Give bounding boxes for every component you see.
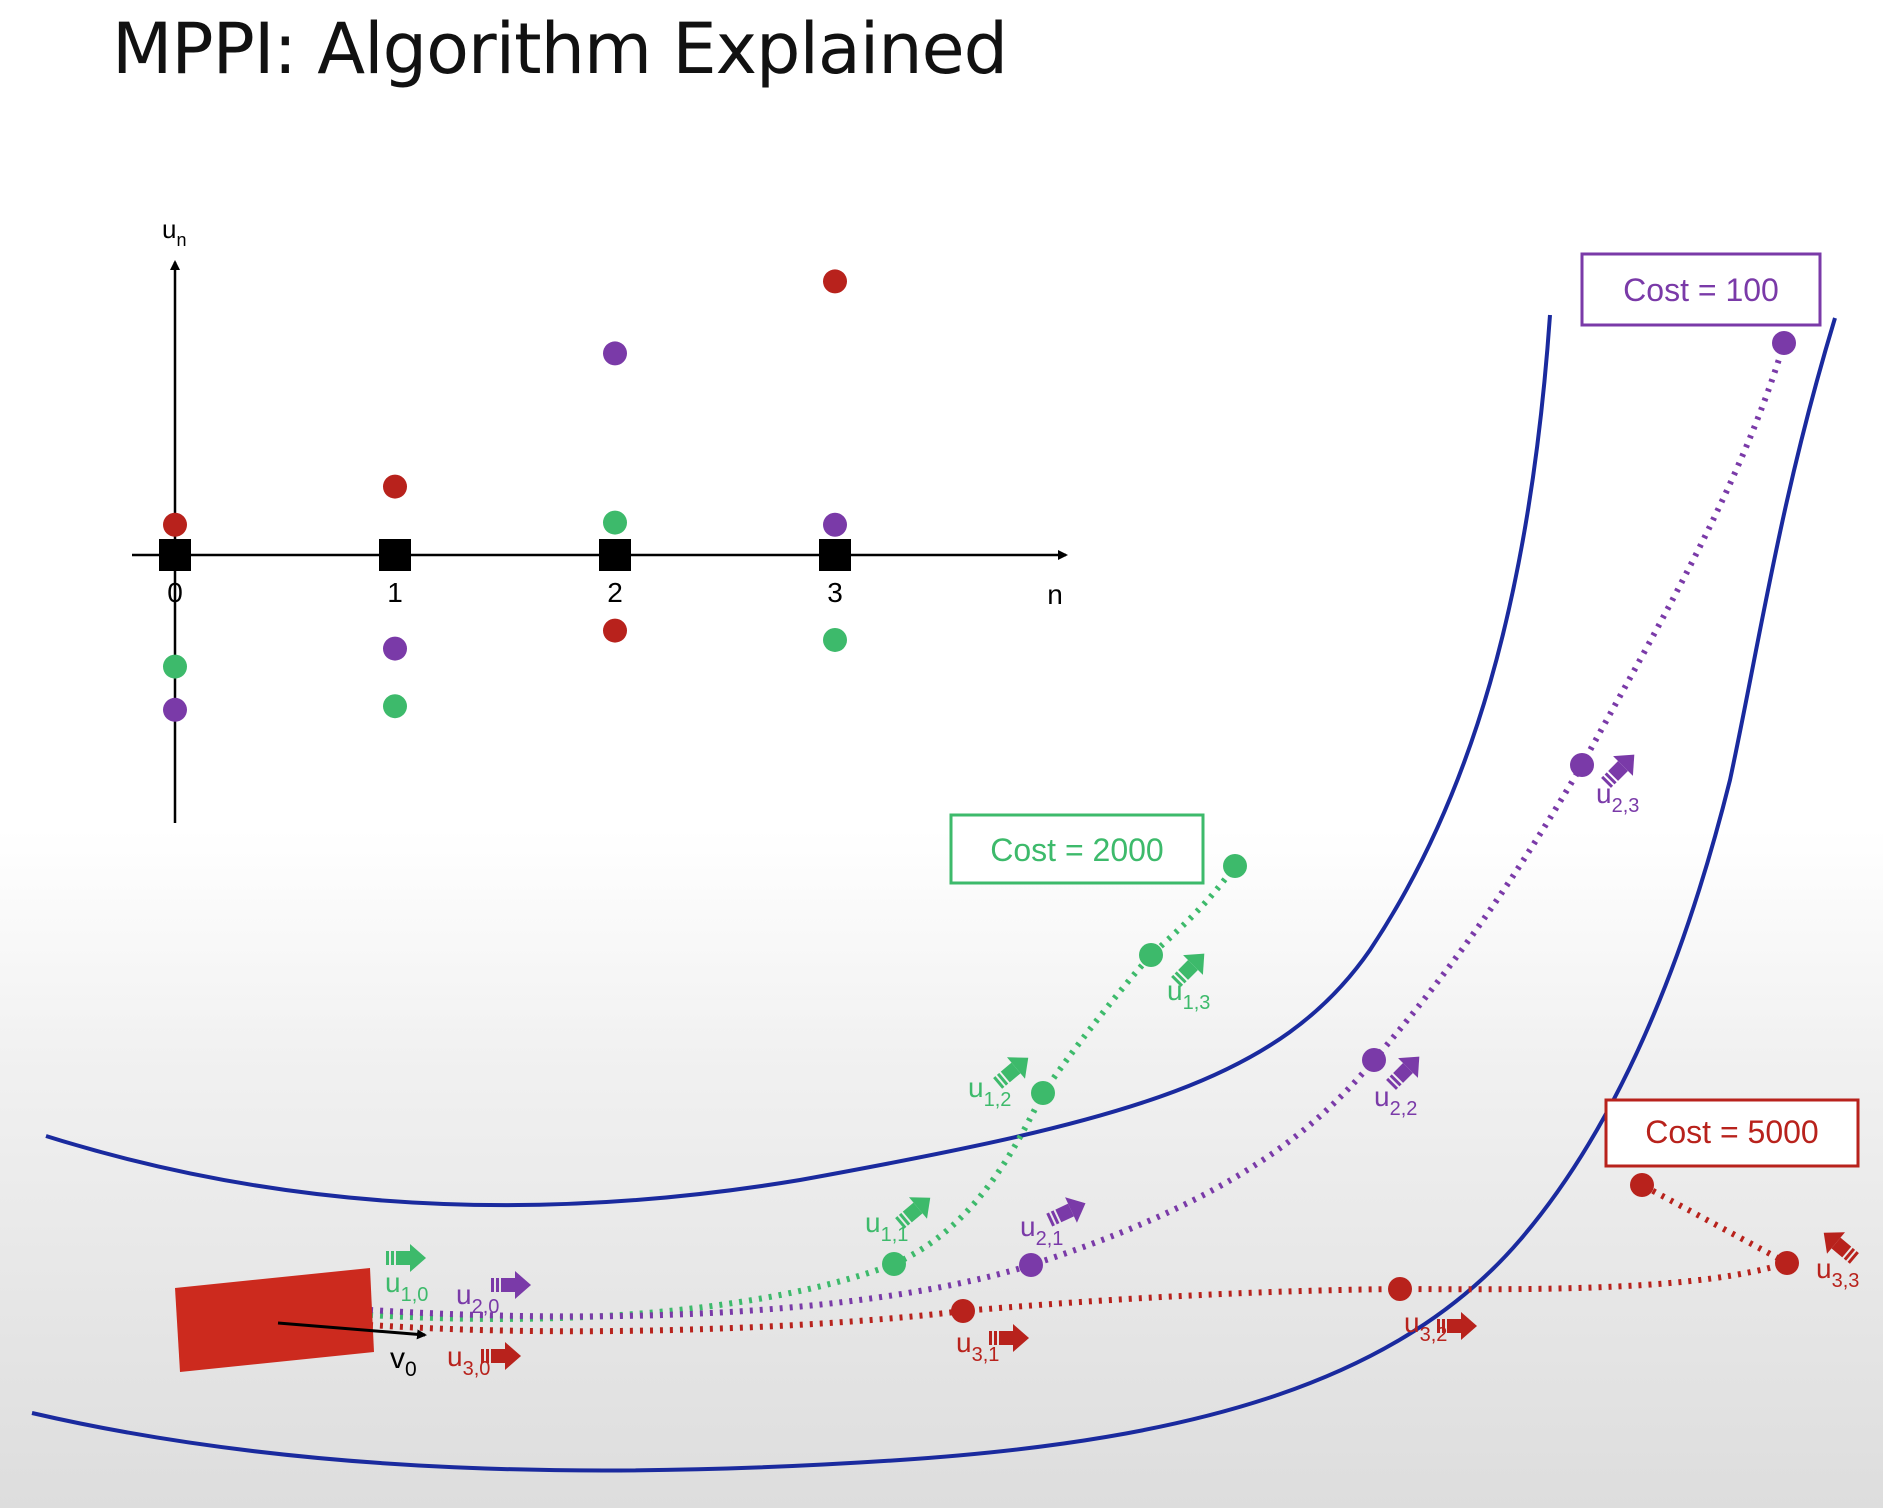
plot-tick-marker <box>599 539 631 571</box>
waypoint-1-2 <box>1031 1081 1055 1105</box>
waypoint-1-4 <box>1223 854 1247 878</box>
velocity-label: v0 <box>390 1342 417 1381</box>
cost-box-trajectory-1: Cost = 2000 <box>949 813 1205 885</box>
control-arrow <box>895 1197 931 1229</box>
waypoint-3-1 <box>951 1299 975 1323</box>
control-arrow <box>1437 1312 1477 1340</box>
control-input-2-3: u2,3 <box>1596 754 1639 817</box>
control-label: u2,3 <box>1596 778 1639 817</box>
cost-box-trajectory-3: Cost = 5000 <box>1604 1098 1860 1168</box>
control-input-3-1: u3,1 <box>956 1324 1029 1366</box>
plot-ticks: 0 1 2 3 <box>159 539 851 608</box>
control-arrow <box>989 1324 1029 1352</box>
control-label: u2,2 <box>1374 1081 1417 1120</box>
control-input-2-0: u2,0 <box>456 1271 531 1318</box>
plot-sample-point <box>603 510 627 535</box>
waypoint-3-3 <box>1775 1251 1799 1275</box>
plot-samples <box>163 269 847 722</box>
control-arrow <box>1046 1197 1086 1227</box>
control-label: u1,3 <box>1167 975 1210 1014</box>
plot-sample-point <box>383 636 407 661</box>
plot-sample-point <box>823 269 847 294</box>
waypoint-3-2 <box>1388 1277 1412 1301</box>
control-label: u2,1 <box>1020 1211 1063 1250</box>
waypoints <box>882 331 1799 1323</box>
plot-y-axis-label: un <box>162 214 186 250</box>
trajectories <box>369 342 1795 1335</box>
plot-tick-label: 1 <box>387 577 403 608</box>
cost-box-frame <box>949 813 1205 885</box>
plot-sample-point <box>163 697 187 722</box>
control-label: u3,1 <box>956 1327 999 1366</box>
trajectory-1-path <box>369 864 1238 1322</box>
trajectory-2-path <box>369 342 1787 1320</box>
plot-sample-point <box>383 694 407 719</box>
plot-sample-point <box>163 654 187 679</box>
waypoint-2-2 <box>1362 1048 1386 1072</box>
waypoint-1-3 <box>1139 943 1163 967</box>
control-label: u1,2 <box>968 1072 1011 1111</box>
plot-tick-label: 0 <box>167 577 183 608</box>
control-arrow <box>386 1244 426 1272</box>
trajectory-3-path <box>369 1182 1795 1335</box>
control-input-1-0: u1,0 <box>385 1244 428 1306</box>
waypoint-2-3 <box>1570 753 1594 777</box>
control-inputs: u1,0 u1,1 u1,2 u1,3 u2,0 u2,1 u2,2 u2,3 u3,0 u3,1… <box>385 754 1859 1380</box>
plot-tick-marker <box>819 539 851 571</box>
plot-tick-marker <box>379 539 411 571</box>
slide-title: MPPI: Algorithm Explained <box>112 8 1008 90</box>
cost-label: Cost = 5000 <box>1645 1114 1818 1150</box>
control-input-1-1: u1,1 <box>865 1197 931 1246</box>
plot-sample-point <box>603 618 627 643</box>
control-arrow <box>993 1057 1029 1089</box>
road-outer-edge <box>31 317 1837 1473</box>
plot-sample-point <box>603 341 627 366</box>
plot-x-axis-label: n <box>1047 579 1063 610</box>
plot-tick-label: 3 <box>827 577 843 608</box>
control-input-3-0: u3,0 <box>447 1341 521 1380</box>
cost-box-frame <box>1580 252 1822 327</box>
plot-tick-label: 2 <box>607 577 623 608</box>
cost-label: Cost = 100 <box>1623 272 1779 308</box>
control-label: u1,1 <box>865 1207 908 1246</box>
plot-tick-marker <box>159 539 191 571</box>
waypoint-2-4 <box>1772 331 1796 355</box>
control-input-2-1: u2,1 <box>1020 1197 1086 1250</box>
control-input-1-3: u1,3 <box>1167 953 1210 1014</box>
control-input-1-2: u1,2 <box>968 1057 1029 1111</box>
control-arrow <box>1823 1232 1859 1264</box>
waypoint-1-1 <box>882 1252 906 1276</box>
velocity-arrow <box>277 1321 427 1340</box>
control-label: u3,2 <box>1404 1307 1447 1346</box>
waypoint-3-4 <box>1630 1173 1654 1197</box>
plot-sample-point <box>823 627 847 652</box>
waypoint-2-1 <box>1019 1253 1043 1277</box>
plot-sample-point <box>823 512 847 537</box>
plot-sample-point <box>383 474 407 499</box>
control-label: u3,3 <box>1816 1253 1859 1292</box>
control-sample-plot: un n 0 1 2 3 <box>132 214 1068 823</box>
cost-box-frame <box>1604 1098 1860 1168</box>
control-arrow <box>491 1271 531 1299</box>
control-input-3-3: u3,3 <box>1816 1232 1859 1292</box>
cost-box-trajectory-2: Cost = 100 <box>1580 252 1822 327</box>
road <box>31 314 1837 1473</box>
car-body <box>175 1268 374 1372</box>
car: v0 <box>175 1268 427 1381</box>
cost-label: Cost = 2000 <box>990 832 1163 868</box>
control-arrow <box>481 1342 521 1370</box>
road-inner-edge <box>45 314 1552 1208</box>
control-label: u3,0 <box>447 1341 490 1380</box>
plot-sample-point <box>163 512 187 537</box>
control-label: u2,0 <box>456 1279 499 1318</box>
control-input-3-2: u3,2 <box>1404 1307 1477 1346</box>
control-label: u1,0 <box>385 1267 428 1306</box>
